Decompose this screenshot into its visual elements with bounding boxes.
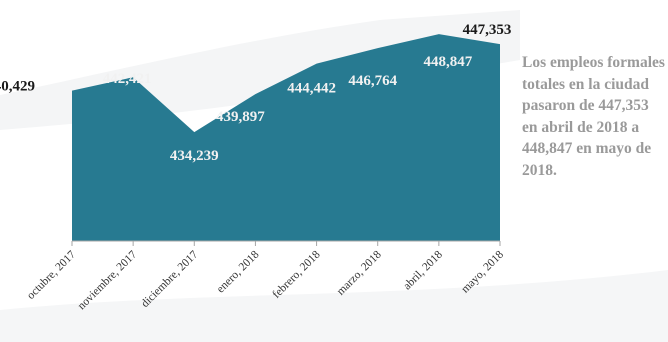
data-label: 442,421 bbox=[103, 71, 152, 87]
x-tick-label: abril, 2018 bbox=[401, 248, 445, 292]
data-label: 448,847 bbox=[423, 54, 472, 70]
data-label: 447,353 bbox=[463, 22, 512, 38]
summary-note: Los empleos formales totales en la ciuda… bbox=[522, 54, 665, 179]
x-tick-label: octubre, 2017 bbox=[25, 248, 78, 301]
x-tick-label: mayo, 2018 bbox=[459, 248, 506, 295]
x-tick-label: enero, 2018 bbox=[215, 248, 262, 295]
data-label: 444,442 bbox=[287, 81, 336, 97]
data-label: 440,429 bbox=[0, 79, 35, 95]
x-axis-ticks bbox=[71, 241, 501, 246]
data-label: 446,764 bbox=[348, 73, 397, 89]
data-label: 439,897 bbox=[216, 109, 265, 125]
x-tick-label: marzo, 2018 bbox=[335, 248, 384, 297]
x-tick-label: febrero, 2018 bbox=[270, 248, 322, 300]
area-series bbox=[72, 34, 500, 241]
data-label: 434,239 bbox=[170, 148, 219, 164]
x-tick-label: noviembre, 2017 bbox=[76, 248, 140, 312]
data-labels: 440,429 442,421 434,239 439,897 444,442 446,7… bbox=[0, 22, 511, 164]
x-tick-label: diciembre, 2017 bbox=[139, 248, 201, 310]
